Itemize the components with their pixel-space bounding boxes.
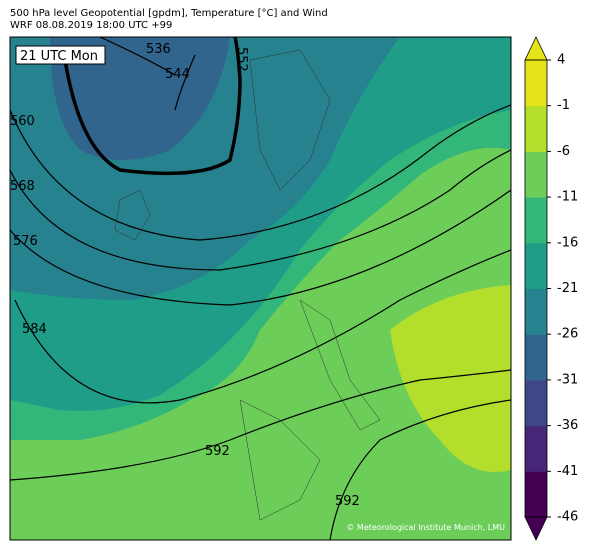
- colorbar-tick-label: -21: [557, 281, 578, 296]
- title: 500 hPa level Geopotential [gpdm], Tempe…: [10, 8, 328, 19]
- time-box: [15, 45, 106, 65]
- coastlines: [114, 49, 381, 521]
- colorbar-tick-label: -6: [557, 144, 570, 159]
- colorbar-band: [525, 151, 547, 198]
- time-label: 21 UTC Mon: [20, 49, 98, 64]
- colorbar-tick-label: -46: [557, 510, 578, 525]
- contour-label: 560: [10, 114, 35, 129]
- colorbar-band: [525, 105, 547, 152]
- colorbar-band: [525, 334, 547, 381]
- colorbar-band: [525, 288, 547, 335]
- colorbar-tick-label: -11: [557, 190, 578, 205]
- colorbar-tick-label: -41: [557, 464, 578, 479]
- colorbar-band: [525, 60, 547, 107]
- colorbar-tick-label: -26: [557, 327, 578, 342]
- colorbar-extend-top: [524, 36, 548, 61]
- contour-552: [63, 37, 242, 176]
- subtitle: WRF 08.08.2019 18:00 UTC +99: [10, 20, 172, 31]
- contour-label: 592: [335, 494, 360, 509]
- contour-label: 544: [165, 67, 190, 82]
- contour-label: 592: [205, 444, 230, 459]
- field: [390, 285, 511, 472]
- contour-label: 536: [146, 42, 171, 57]
- map: 536 544 552 560 568 576 584 592 592 © Me…: [10, 37, 511, 540]
- colorbar-tick-label: -16: [557, 235, 578, 250]
- map-frame: [9, 36, 512, 541]
- field: [50, 37, 230, 160]
- contour-label: 568: [10, 179, 35, 194]
- contour-label: 576: [13, 234, 38, 249]
- colorbar-band: [525, 197, 547, 244]
- colorbar-tick-label: -36: [557, 418, 578, 433]
- colorbar-band: [525, 379, 547, 427]
- colorbar-tick-label: -1: [557, 98, 570, 113]
- contour-label: 552: [234, 47, 249, 72]
- colorbar-band: [525, 471, 547, 518]
- colorbar-band: [525, 242, 547, 289]
- contour-label: 584: [22, 322, 47, 337]
- copyright: © Meteorological Institute Munich, LMU: [346, 523, 505, 532]
- colorbar-band: [525, 425, 547, 472]
- contours: [10, 37, 511, 540]
- colorbar-tick-label: -31: [557, 372, 578, 387]
- colorbar-tick-label: 4: [557, 53, 565, 68]
- colorbar-extend-bottom: [524, 516, 548, 541]
